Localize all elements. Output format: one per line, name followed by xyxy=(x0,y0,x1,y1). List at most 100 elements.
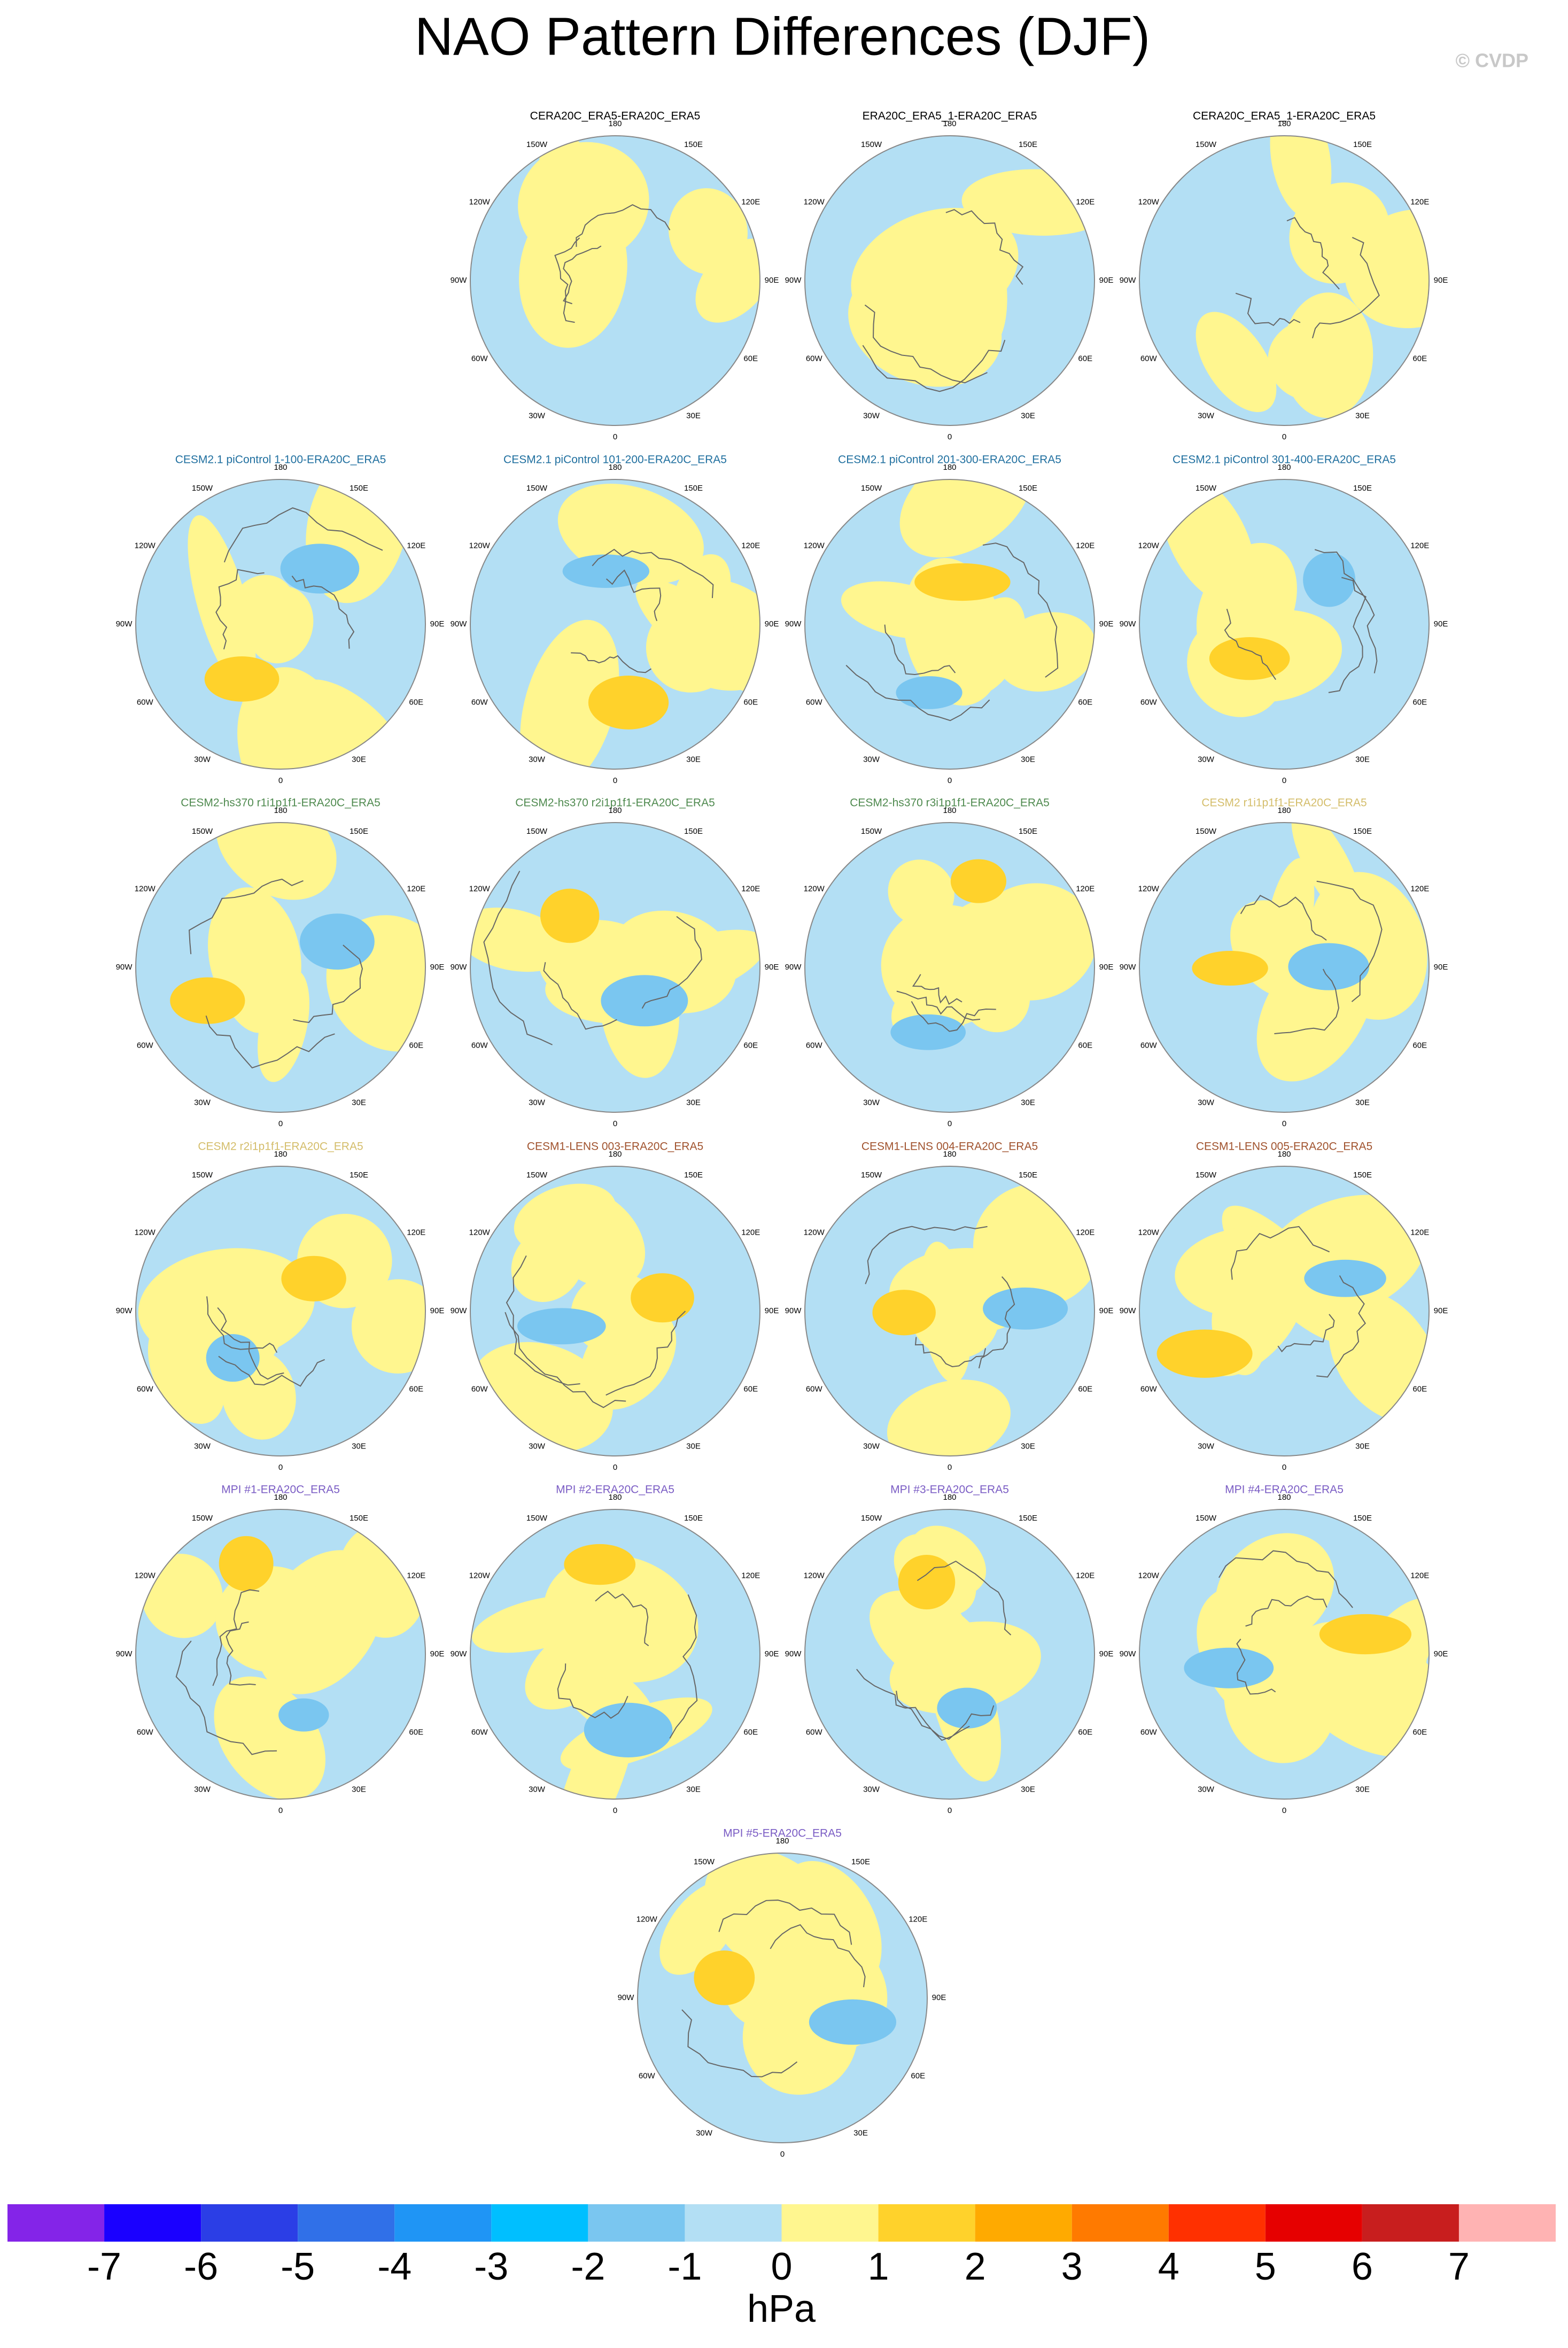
longitude-label: 90W xyxy=(116,1649,133,1659)
strong-positive-anomaly xyxy=(540,888,600,943)
positive-anomaly xyxy=(1282,292,1373,419)
longitude-label: 0 xyxy=(1282,1463,1286,1472)
longitude-label: 60W xyxy=(1140,354,1158,363)
longitude-label: 30W xyxy=(863,1442,880,1451)
longitude-label: 60E xyxy=(409,1384,423,1393)
longitude-label: 180 xyxy=(1277,1150,1291,1159)
longitude-label: 90W xyxy=(116,619,133,629)
strong-negative-anomaly xyxy=(601,975,688,1027)
map-field xyxy=(856,1525,1041,1782)
strong-positive-anomaly xyxy=(588,676,669,730)
longitude-label: 90E xyxy=(1434,1649,1448,1659)
longitude-label: 120E xyxy=(1076,197,1095,206)
longitude-label: 30W xyxy=(194,755,211,764)
panel-title: CESM2-hs370 r2i1p1f1-ERA20C_ERA5 xyxy=(515,797,715,809)
strong-positive-anomaly xyxy=(694,1950,755,2005)
map-field xyxy=(520,484,760,769)
longitude-label: 120E xyxy=(1076,541,1095,550)
colorbar-tick-label: 7 xyxy=(1448,2245,1470,2288)
strong-negative-anomaly xyxy=(278,1698,329,1732)
longitude-label: 150E xyxy=(684,827,703,836)
longitude-label: 90E xyxy=(765,963,779,972)
longitude-label: 150W xyxy=(1196,1514,1217,1523)
map-border xyxy=(470,479,760,770)
longitude-label: 120W xyxy=(804,1228,825,1237)
longitude-label: 150E xyxy=(350,827,368,836)
longitude-label: 90W xyxy=(116,963,133,972)
longitude-label: 150W xyxy=(861,1171,882,1180)
longitude-label: 150E xyxy=(1019,1171,1037,1180)
strong-negative-anomaly xyxy=(299,913,375,970)
longitude-label: 30W xyxy=(863,1098,880,1107)
longitude-label: 90E xyxy=(765,619,779,629)
strong-negative-anomaly xyxy=(1288,943,1369,990)
longitude-label: 0 xyxy=(948,1463,952,1472)
longitude-label: 30E xyxy=(686,1442,701,1451)
longitude-label: 120E xyxy=(741,884,760,893)
strong-positive-anomaly xyxy=(564,1544,636,1585)
longitude-label: 0 xyxy=(948,1806,952,1815)
longitude-label: 180 xyxy=(608,119,622,128)
longitude-label: 150E xyxy=(684,1171,703,1180)
panel-title: MPI #1-ERA20C_ERA5 xyxy=(221,1484,340,1496)
longitude-label: 60W xyxy=(806,1041,823,1050)
longitude-label: 120W xyxy=(636,1915,658,1924)
longitude-label: 90W xyxy=(785,963,802,972)
longitude-label: 60E xyxy=(911,2071,925,2080)
panel-title: MPI #4-ERA20C_ERA5 xyxy=(1225,1484,1344,1496)
positive-anomaly xyxy=(247,586,314,664)
longitude-label: 30W xyxy=(1198,1785,1215,1794)
panel-title: MPI #2-ERA20C_ERA5 xyxy=(556,1484,674,1496)
longitude-label: 30E xyxy=(1021,755,1035,764)
map-border xyxy=(804,135,1095,426)
longitude-label: 60E xyxy=(1412,1727,1427,1737)
longitude-label: 150W xyxy=(694,1857,715,1866)
strong-positive-anomaly xyxy=(1156,1329,1253,1378)
longitude-label: 30W xyxy=(529,1098,546,1107)
colorbar-swatch xyxy=(685,2204,782,2242)
map-field xyxy=(472,1544,712,1799)
longitude-label: 60E xyxy=(1078,1727,1092,1737)
longitude-label: 120E xyxy=(1076,1571,1095,1580)
longitude-label: 30E xyxy=(686,755,701,764)
longitude-label: 90E xyxy=(1099,963,1114,972)
longitude-label: 0 xyxy=(613,776,617,785)
colorbar-swatch xyxy=(104,2204,201,2242)
coastline xyxy=(504,1255,686,1408)
longitude-label: 30E xyxy=(1355,412,1370,421)
map-border xyxy=(135,479,426,770)
longitude-label: 180 xyxy=(608,1150,622,1159)
map-field xyxy=(1196,136,1429,419)
longitude-label: 60W xyxy=(137,1041,154,1050)
longitude-label: 30W xyxy=(1198,1098,1215,1107)
strong-negative-anomaly xyxy=(562,554,650,588)
longitude-label: 150E xyxy=(684,484,703,493)
colorbar-swatch xyxy=(201,2204,298,2242)
longitude-label: 0 xyxy=(948,776,952,785)
map-border xyxy=(1139,135,1430,426)
longitude-label: 150W xyxy=(1196,827,1217,836)
longitude-label: 60W xyxy=(806,354,823,363)
colorbar-swatch xyxy=(588,2204,685,2242)
longitude-label: 180 xyxy=(943,463,956,472)
longitude-label: 150E xyxy=(1019,484,1037,493)
longitude-label: 60E xyxy=(1078,354,1092,363)
map-field xyxy=(848,169,1095,392)
positive-anomaly xyxy=(899,479,1032,558)
longitude-label: 120W xyxy=(1138,884,1160,893)
longitude-label: 150W xyxy=(861,1514,882,1523)
longitude-label: 60E xyxy=(1412,698,1427,707)
longitude-label: 30W xyxy=(863,755,880,764)
longitude-label: 180 xyxy=(943,806,956,815)
map-border xyxy=(135,1509,426,1800)
strong-negative-anomaly xyxy=(983,1287,1068,1330)
longitude-label: 180 xyxy=(1277,806,1291,815)
longitude-label: 120E xyxy=(741,541,760,550)
colorbar-tick-label: -1 xyxy=(667,2245,702,2288)
panel-title: CESM1-LENS 005-ERA20C_ERA5 xyxy=(1196,1141,1372,1153)
